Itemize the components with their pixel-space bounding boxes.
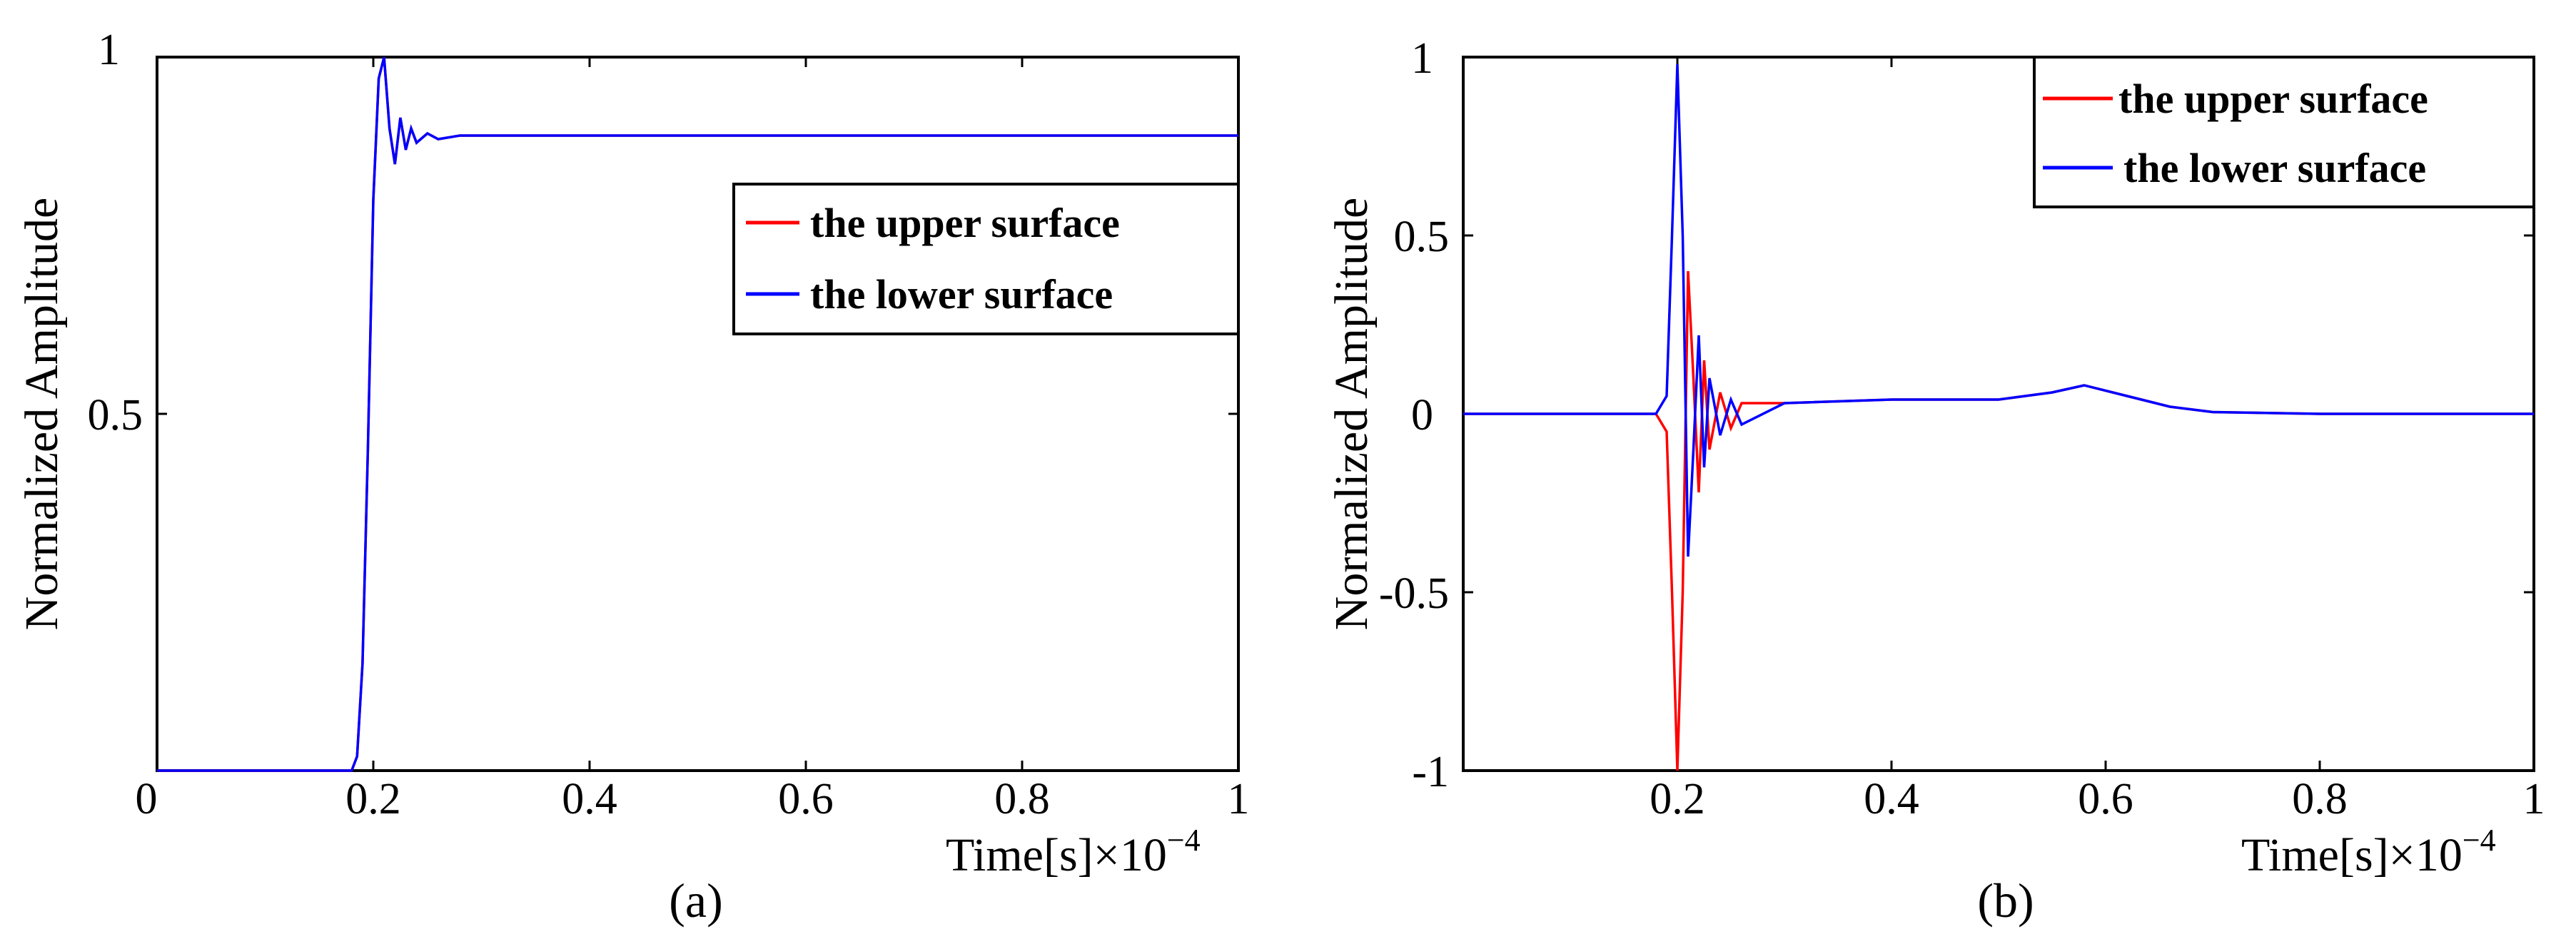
x-tick-label-a: 0.6	[778, 775, 834, 823]
legend-box-a	[732, 183, 1240, 335]
panel-b: 0.2 0.4 0.6 0.8 1 -1 -0.5 0 0.5 1 Normal…	[1325, 34, 2545, 928]
legend-label-lower-surface-b: the lower surface	[2123, 145, 2426, 191]
panel-a: 0 0.2 0.4 0.6 0.8 1 0.5 1 Normalized Amp…	[16, 26, 1250, 928]
y-tick-label-a: 1	[98, 26, 120, 74]
x-axis-label-b: Time[s]×10−4	[2241, 823, 2496, 881]
y-tick-label-b: 1	[1411, 34, 1433, 83]
x-axis-scale-a: ×10	[1093, 829, 1167, 881]
y-tick-label-b: 0.5	[1394, 213, 1450, 261]
x-tick-label-a: 0.2	[345, 775, 401, 823]
legend-a: the upper surface the lower surface	[732, 183, 1240, 335]
x-axis-scale-exp-a: −4	[1167, 823, 1201, 858]
legend-label-upper-surface-a: the upper surface	[810, 200, 1120, 246]
x-tick-label-b: 0.8	[2292, 775, 2348, 823]
plot-frame-a	[156, 56, 1240, 772]
series-line-lower-surface-b	[1463, 64, 2534, 557]
y-tick-label-b: 0	[1411, 391, 1433, 440]
y-tick-label-b: -0.5	[1379, 569, 1449, 618]
x-axis-label-b-text: Time[s]	[2241, 829, 2389, 881]
series-line-lower-surface-a	[157, 56, 1238, 772]
caption-a: (a)	[669, 873, 722, 928]
x-tick-label-b: 0.2	[1650, 775, 1705, 823]
x-axis-scale-b: ×10	[2389, 829, 2463, 881]
x-axis-label-a-text: Time[s]	[946, 829, 1093, 881]
x-tick-label-a: 0	[136, 775, 158, 823]
x-tick-label-a: 1	[1228, 775, 1250, 823]
legend-label-upper-surface-b: the upper surface	[2118, 76, 2428, 122]
y-tick-label-b: -1	[1412, 748, 1449, 796]
legend-b: the upper surface the lower surface	[2033, 56, 2535, 208]
y-axis-label-b: Normalized Amplitude	[1325, 198, 1378, 631]
x-tick-label-a: 0.8	[994, 775, 1050, 823]
y-tick-label-a: 0.5	[88, 391, 143, 440]
x-tick-label-b: 0.4	[1864, 775, 1919, 823]
y-axis-label-a: Normalized Amplitude	[16, 198, 68, 631]
x-tick-label-b: 0.6	[2078, 775, 2133, 823]
x-tick-label-a: 0.4	[562, 775, 617, 823]
x-tick-label-b: 1	[2523, 775, 2545, 823]
caption-b: (b)	[1977, 873, 2034, 928]
x-axis-scale-exp-b: −4	[2463, 823, 2496, 858]
legend-box-b	[2033, 56, 2535, 208]
legend-label-lower-surface-a: the lower surface	[810, 271, 1113, 318]
x-axis-label-a: Time[s]×10−4	[946, 823, 1201, 881]
